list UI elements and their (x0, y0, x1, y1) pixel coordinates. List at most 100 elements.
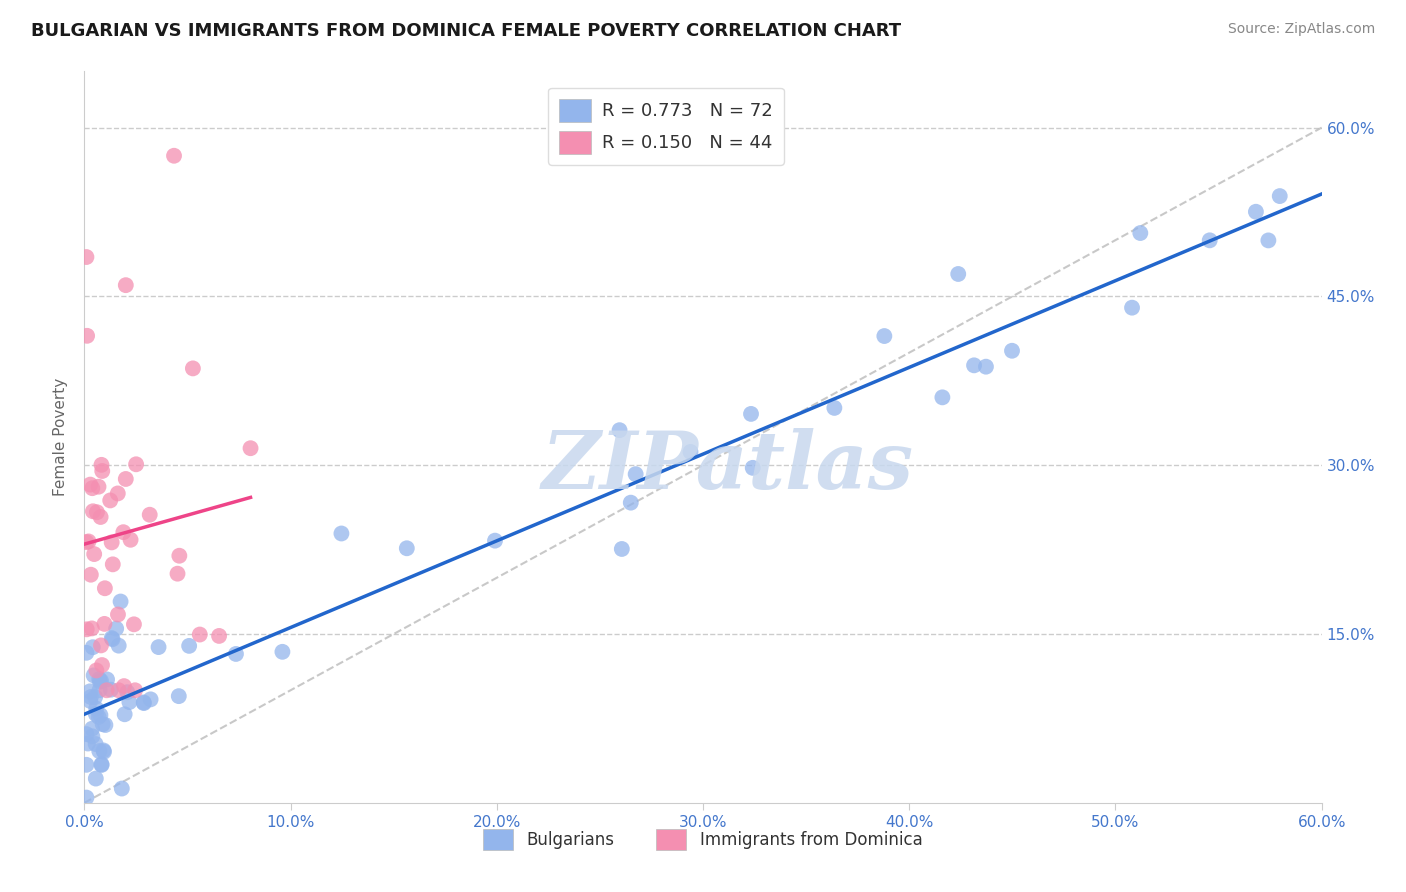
Point (89, 672, 111, 686)
Point (90, 758, 112, 772)
Point (118, 695, 141, 709)
Point (931, 390, 953, 404)
Point (90, 757, 112, 772)
Point (166, 566, 188, 581)
Point (679, 445, 702, 459)
Point (90, 458, 112, 472)
Point (75, 646, 97, 660)
Point (80, 622, 103, 636)
Point (82, 504, 104, 518)
Point (1129, 226, 1152, 240)
Point (740, 407, 762, 421)
Point (138, 508, 160, 522)
Point (96, 673, 118, 687)
Point (98, 493, 121, 508)
Point (84, 701, 107, 715)
Point (122, 617, 145, 632)
Point (330, 526, 353, 541)
Point (84, 690, 107, 704)
Point (1121, 301, 1143, 315)
Point (91, 717, 114, 731)
Point (823, 401, 845, 415)
Point (610, 541, 633, 556)
Point (1268, 189, 1291, 203)
Y-axis label: Female Poverty: Female Poverty (53, 378, 69, 496)
Point (239, 441, 262, 455)
Point (80, 567, 103, 582)
Point (75, 250, 97, 264)
Point (125, 457, 148, 471)
Text: Source: ZipAtlas.com: Source: ZipAtlas.com (1227, 22, 1375, 37)
Point (75, 535, 97, 549)
Point (948, 267, 970, 281)
Point (107, 639, 129, 653)
Point (87, 710, 110, 724)
Point (89, 683, 111, 698)
Point (94, 718, 117, 732)
Point (1257, 234, 1279, 248)
Point (110, 594, 132, 608)
Point (82, 729, 104, 743)
Point (974, 359, 997, 374)
Point (87, 480, 110, 494)
Point (117, 685, 139, 699)
Point (105, 622, 128, 636)
Point (225, 647, 247, 661)
Point (100, 535, 122, 549)
Point (624, 467, 647, 482)
Point (93, 616, 115, 631)
Point (91, 464, 114, 478)
Point (75, 790, 97, 805)
Point (107, 486, 129, 500)
Point (82, 481, 104, 495)
Point (741, 460, 763, 475)
Point (179, 639, 201, 653)
Point (181, 361, 204, 376)
Point (101, 558, 124, 572)
Text: BULGARIAN VS IMMIGRANTS FROM DOMINICA FEMALE POVERTY CORRELATION CHART: BULGARIAN VS IMMIGRANTS FROM DOMINICA FE… (31, 22, 901, 40)
Point (83, 668, 105, 682)
Point (96, 683, 118, 698)
Point (163, 149, 186, 163)
Point (84, 737, 107, 751)
Point (620, 496, 643, 510)
Point (167, 689, 190, 703)
Point (93, 745, 115, 759)
Point (484, 533, 506, 548)
Point (76, 623, 98, 637)
Point (83, 547, 105, 561)
Point (101, 632, 124, 647)
Point (107, 607, 129, 622)
Point (1244, 204, 1267, 219)
Point (1198, 233, 1220, 247)
Point (1001, 343, 1024, 358)
Point (124, 683, 146, 698)
Point (132, 695, 155, 709)
Point (91, 658, 114, 673)
Point (112, 525, 135, 540)
Point (107, 683, 129, 698)
Point (89, 708, 111, 723)
Point (89, 674, 111, 689)
Point (132, 696, 155, 710)
Point (75, 757, 97, 772)
Point (188, 627, 211, 641)
Point (79, 477, 101, 491)
Point (271, 645, 294, 659)
Point (139, 692, 162, 706)
Point (89, 744, 111, 758)
Point (148, 640, 170, 654)
Point (90, 639, 112, 653)
Point (76, 328, 98, 343)
Point (120, 533, 142, 547)
Point (114, 472, 136, 486)
Point (77, 534, 100, 549)
Point (79, 684, 101, 698)
Point (208, 629, 231, 643)
Point (114, 278, 136, 293)
Point (77, 737, 100, 751)
Point (84, 707, 107, 722)
Point (80, 690, 103, 704)
Point (82, 640, 104, 655)
Point (395, 541, 418, 556)
